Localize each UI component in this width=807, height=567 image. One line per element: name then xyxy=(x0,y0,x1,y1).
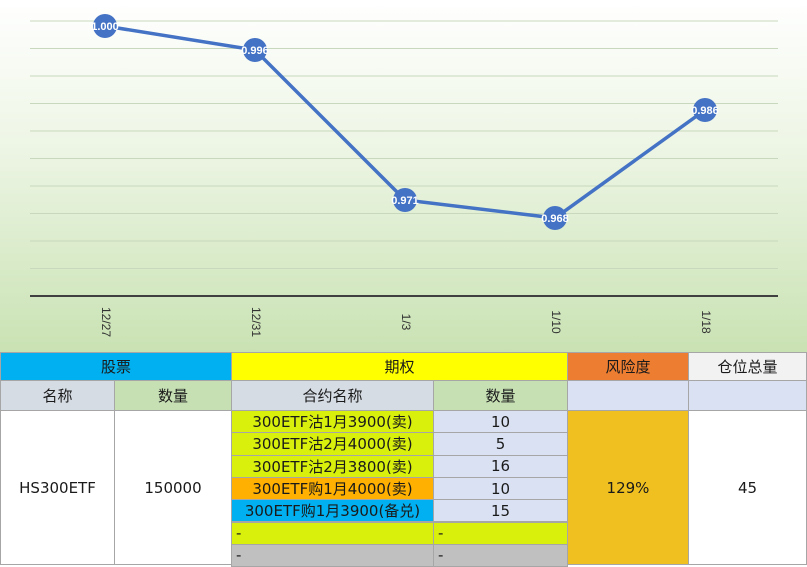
x-tick-label: 1/18 xyxy=(699,310,713,334)
data-point xyxy=(93,14,117,38)
data-point xyxy=(693,98,717,122)
option-qty-cell: 5 xyxy=(433,432,568,456)
position-table: 股票 期权 风险度 仓位总量 名称 数量 合约名称 数量 HS300ETF 15… xyxy=(0,352,807,567)
option-qty-cell: - xyxy=(433,543,568,567)
contract-qty-column-header: 数量 xyxy=(433,380,568,411)
stock-qty-cell: 150000 xyxy=(114,410,232,565)
gridlines xyxy=(30,20,778,269)
option-contract-cell: - xyxy=(231,521,434,545)
data-label: 1.000 xyxy=(91,21,119,33)
stock-group-header: 股票 xyxy=(0,352,232,381)
option-contract-cell: 300ETF购1月4000(卖) xyxy=(231,476,434,501)
risk-subheader-cell xyxy=(567,380,689,411)
data-label: 0.968 xyxy=(541,213,569,225)
x-tick-label: 1/10 xyxy=(549,310,563,334)
option-qty-cell: 10 xyxy=(433,410,568,434)
option-contract-cell: 300ETF沽2月4000(卖) xyxy=(231,432,434,456)
data-label: 0.996 xyxy=(241,45,269,57)
option-qty-cell: 15 xyxy=(433,499,568,523)
x-tick-label: 1/3 xyxy=(399,314,413,331)
data-points: 1.000 0.996 0.971 0.968 0.986 xyxy=(91,14,719,230)
risk-header: 风险度 xyxy=(567,352,689,381)
contract-column-header: 合约名称 xyxy=(231,380,434,411)
risk-value-cell: 129% xyxy=(567,410,689,565)
x-tick-labels: 12/27 12/31 1/3 1/10 1/18 xyxy=(99,307,713,337)
data-point xyxy=(393,188,417,212)
qty-column-header: 数量 xyxy=(114,380,232,411)
option-contract-cell: 300ETF沽1月3900(卖) xyxy=(231,410,434,434)
data-point xyxy=(243,38,267,62)
option-contract-cell: 300ETF沽2月3800(卖) xyxy=(231,454,434,478)
x-tick-label: 12/31 xyxy=(249,307,263,337)
data-label: 0.986 xyxy=(691,105,719,117)
x-tick-label: 12/27 xyxy=(99,307,113,337)
option-contract-cell: 300ETF购1月3900(备兑) xyxy=(231,499,434,523)
line-chart: 12/27 12/31 1/3 1/10 1/18 1.000 0.996 0.971 0.9… xyxy=(0,0,807,352)
name-column-header: 名称 xyxy=(0,380,115,411)
option-qty-cell: 10 xyxy=(433,476,568,501)
chart-svg: 12/27 12/31 1/3 1/10 1/18 1.000 0.996 0.971 0.9… xyxy=(30,14,778,337)
data-point xyxy=(543,206,567,230)
position-subheader-cell xyxy=(688,380,807,411)
option-qty-cell: 16 xyxy=(433,454,568,478)
position-value-cell: 45 xyxy=(688,410,807,565)
data-label: 0.971 xyxy=(391,195,419,207)
option-contract-cell: - xyxy=(231,543,434,567)
stock-name-cell: HS300ETF xyxy=(0,410,115,565)
option-qty-cell: - xyxy=(433,521,568,545)
position-header: 仓位总量 xyxy=(688,352,807,381)
option-group-header: 期权 xyxy=(231,352,568,381)
